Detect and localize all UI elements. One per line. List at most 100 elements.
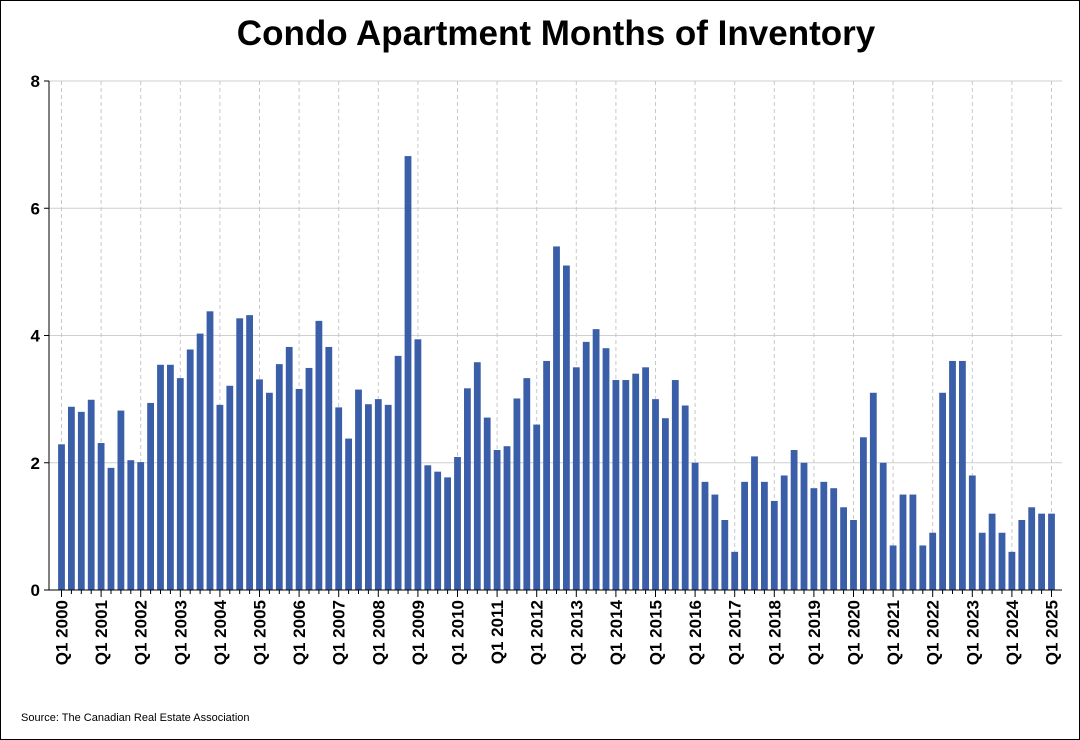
chart-title: Condo Apartment Months of Inventory	[236, 14, 876, 53]
bar	[701, 481, 709, 590]
x-tick-label: Q1 2013	[567, 600, 586, 665]
x-tick-label: Q1 2021	[884, 600, 903, 665]
bar	[731, 551, 739, 590]
x-tick-label: Q1 2014	[607, 599, 626, 665]
bar	[761, 481, 768, 590]
bar	[929, 532, 937, 590]
x-tick-label: Q1 2012	[528, 600, 547, 665]
bar	[503, 446, 511, 590]
bar	[572, 367, 580, 590]
y-tick-label: 6	[31, 199, 40, 218]
bar	[295, 388, 303, 590]
bar	[97, 443, 105, 590]
x-tick-label: Q1 2008	[369, 600, 388, 665]
y-tick-labels: 0 2 4 6 8	[31, 72, 41, 600]
bar	[879, 462, 887, 590]
x-tick-label: Q1 2007	[330, 600, 349, 665]
bar	[186, 349, 194, 590]
bar	[1028, 507, 1036, 590]
bar	[1048, 513, 1055, 590]
bar	[998, 532, 1006, 590]
bar	[691, 462, 699, 590]
bar	[869, 392, 877, 590]
x-tick-label: Q1 2011	[488, 600, 507, 664]
bar	[137, 462, 145, 590]
bar	[810, 488, 818, 590]
bar	[1018, 520, 1026, 590]
bar	[266, 392, 273, 590]
x-tick-label: Q1 2022	[924, 600, 943, 665]
x-tick-label: Q1 2019	[805, 600, 824, 665]
bar	[909, 494, 917, 590]
source-note: Source: The Canadian Real Estate Associa…	[21, 712, 250, 724]
x-tick-label: Q1 2010	[449, 600, 468, 665]
bar	[355, 389, 362, 590]
bar	[374, 399, 382, 590]
bar	[741, 481, 748, 590]
grid-lines	[49, 80, 1062, 590]
bar	[107, 467, 115, 590]
x-tick-label: Q1 2015	[647, 600, 666, 665]
bar	[751, 456, 758, 590]
bar	[206, 311, 214, 590]
bar	[464, 388, 471, 590]
x-tick-label: Q1 2016	[686, 600, 705, 665]
bar	[68, 406, 75, 590]
bar	[1008, 551, 1016, 590]
bar	[404, 156, 412, 590]
bar	[226, 385, 234, 590]
bar	[335, 407, 343, 590]
x-tick-label: Q1 2006	[290, 600, 309, 665]
bar	[236, 318, 244, 590]
bar	[196, 333, 204, 590]
x-tick-label: Q1 2017	[726, 600, 745, 665]
bar	[652, 399, 659, 590]
bar	[256, 379, 263, 590]
bar	[216, 404, 224, 590]
bar	[622, 380, 630, 590]
bar	[117, 410, 125, 590]
bar	[275, 364, 283, 590]
bar	[345, 438, 352, 590]
axes	[44, 80, 1062, 597]
x-tick-label: Q1 2005	[251, 600, 270, 665]
bar	[563, 265, 570, 590]
bar	[899, 494, 907, 590]
bar	[434, 471, 442, 590]
bar	[394, 355, 402, 590]
bar	[988, 513, 996, 590]
bar	[830, 488, 838, 590]
bar	[939, 392, 946, 590]
bar	[444, 477, 451, 590]
bar	[790, 450, 798, 590]
x-tick-label: Q1 2004	[211, 599, 230, 665]
bar	[483, 417, 491, 590]
bar	[473, 362, 481, 590]
x-tick-label: Q1 2003	[171, 600, 190, 665]
bar	[325, 346, 333, 590]
x-tick-label: Q1 2002	[132, 600, 151, 665]
bar	[860, 437, 867, 590]
bar	[959, 360, 966, 590]
x-tick-label: Q1 2023	[963, 600, 982, 665]
bar	[612, 380, 620, 590]
bar	[305, 367, 313, 590]
bar	[602, 348, 610, 590]
bar	[850, 520, 857, 590]
bar	[1038, 513, 1045, 590]
y-tick-label: 2	[31, 454, 40, 473]
x-tick-labels: Q1 2000 Q1 2001 Q1 2002 Q1 2003 Q1 2004 Q1 20…	[53, 599, 1062, 665]
bar	[820, 481, 828, 590]
bar	[800, 462, 808, 590]
x-tick-label: Q1 2001	[92, 600, 111, 665]
bar	[770, 500, 778, 590]
bar	[968, 475, 976, 590]
bar	[77, 411, 85, 590]
bar	[662, 418, 669, 590]
bar	[642, 367, 649, 590]
bar	[671, 380, 679, 590]
y-tick-label: 8	[31, 72, 40, 91]
bar	[721, 520, 729, 590]
bar	[176, 378, 184, 590]
